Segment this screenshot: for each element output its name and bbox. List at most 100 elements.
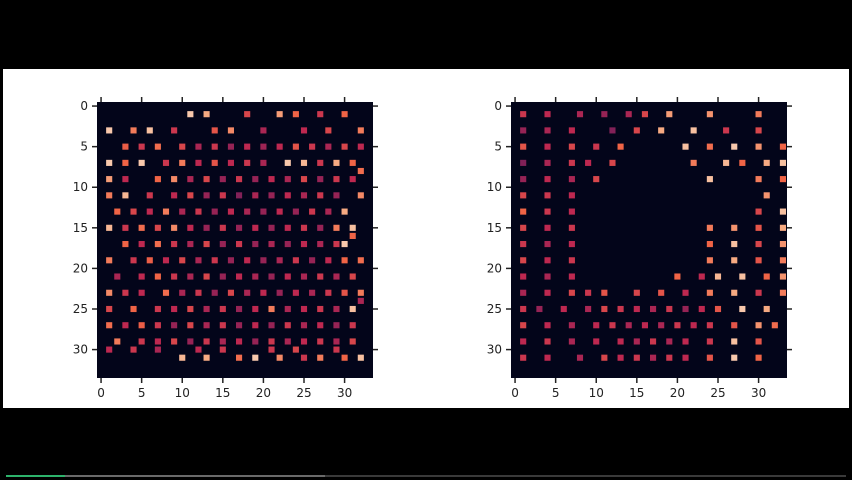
- heatmap-cell: [260, 257, 267, 264]
- heatmap-cell: [349, 232, 356, 239]
- heatmap-cell: [723, 127, 730, 134]
- heatmap-cell: [236, 305, 243, 313]
- heatmap-cell: [171, 305, 178, 313]
- heatmap-cell: [739, 273, 746, 280]
- heatmap-cell: [357, 354, 364, 361]
- heatmap-cell: [236, 273, 243, 280]
- heatmap-cell: [520, 224, 527, 231]
- heatmap-cell: [706, 322, 713, 329]
- heatmap-cell: [122, 143, 129, 150]
- heatmap-cell: [268, 273, 275, 280]
- y-tick-label: 25: [487, 302, 502, 316]
- heatmap-cell: [122, 224, 129, 231]
- heatmap-cell: [633, 289, 640, 296]
- heatmap-background: [97, 102, 373, 378]
- heatmap-cell: [268, 338, 275, 345]
- heatmap-cell: [219, 346, 226, 353]
- heatmap-cell: [779, 143, 786, 150]
- heatmap-cell: [544, 354, 551, 361]
- heatmap-cell: [333, 338, 340, 345]
- heatmap-cell: [625, 111, 632, 118]
- heatmap-cell: [520, 127, 527, 134]
- y-tick-label: 0: [494, 99, 502, 113]
- heatmap-cell: [171, 241, 178, 248]
- heatmap-cell: [520, 192, 527, 199]
- heatmap-cell: [585, 159, 592, 166]
- heatmap-cell: [706, 241, 713, 248]
- heatmap-cell: [763, 159, 770, 166]
- heatmap-cell: [625, 322, 632, 329]
- heatmap-cell: [779, 176, 786, 183]
- heatmap-cell: [309, 289, 316, 296]
- heatmap-cell: [544, 127, 551, 134]
- heatmap-cell: [252, 273, 259, 280]
- heatmap-cell: [236, 354, 243, 361]
- heatmap-cell: [154, 143, 161, 150]
- heatmap-cell: [658, 289, 665, 296]
- heatmap-cell: [593, 322, 600, 329]
- heatmap-cell: [292, 111, 299, 118]
- heatmap-cell: [617, 354, 624, 361]
- x-tick-label: 15: [215, 386, 230, 400]
- heatmap-cell: [203, 241, 210, 248]
- heatmap-cell: [154, 273, 161, 280]
- heatmap-cell: [284, 159, 291, 166]
- heatmap-cell: [300, 192, 308, 199]
- heatmap-cell: [731, 143, 738, 150]
- heatmap-cell: [300, 273, 308, 280]
- heatmap-cell: [731, 322, 738, 329]
- heatmap-cell: [771, 322, 778, 329]
- heatmap-cell: [154, 346, 161, 353]
- heatmap-cell: [682, 143, 689, 150]
- heatmap-cell: [219, 305, 226, 313]
- heatmap-cell: [731, 257, 738, 264]
- heatmap-cell: [641, 322, 648, 329]
- heatmap-cell: [341, 111, 348, 118]
- heatmap-cell: [333, 224, 340, 231]
- heatmap-cell: [568, 289, 575, 296]
- heatmap-cell: [601, 111, 608, 118]
- heatmap-cell: [333, 305, 340, 313]
- heatmap-cell: [236, 224, 243, 231]
- heatmap-cell: [219, 338, 226, 345]
- heatmap-cell: [146, 257, 153, 264]
- heatmap-cell: [723, 159, 730, 166]
- heatmap-cell: [284, 241, 291, 248]
- heatmap-cell: [106, 176, 113, 183]
- heatmap-cell: [227, 127, 234, 134]
- heatmap-cell: [317, 224, 324, 231]
- heatmap-cell: [179, 354, 186, 361]
- right-heatmap-panel: 0 5 10 15 20 25 30 0 5 10 15 20 25 30: [487, 97, 792, 400]
- heatmap-cell: [252, 241, 259, 248]
- heatmap-cell: [520, 241, 527, 248]
- heatmap-cell: [236, 192, 243, 199]
- heatmap-cell: [195, 159, 202, 166]
- y-tick-label: 15: [487, 221, 502, 235]
- heatmap-cell: [333, 346, 340, 353]
- heatmap-cell: [122, 289, 129, 296]
- heatmap-cell: [755, 127, 762, 134]
- heatmap-cell: [171, 273, 178, 280]
- heatmap-cell: [187, 111, 194, 118]
- heatmap-cell: [203, 322, 210, 329]
- heatmap-cell: [674, 322, 681, 329]
- progress-track[interactable]: [6, 475, 846, 477]
- heatmap-cell: [325, 257, 332, 264]
- heatmap-cell: [568, 241, 575, 248]
- heatmap-cell: [268, 224, 275, 231]
- heatmap-cell: [520, 143, 527, 150]
- heatmap-cell: [252, 338, 259, 345]
- heatmap-cell: [593, 143, 600, 150]
- video-frame[interactable]: 0 5 10 15 20 25 30 0 5 10 15 20 25 30 0 5 10 15 20 25 30 0 5 1…: [3, 69, 849, 408]
- heatmap-cell: [520, 338, 527, 345]
- heatmap-cell: [284, 192, 291, 199]
- y-tick-label: 20: [73, 261, 88, 275]
- x-tick-label: 25: [710, 386, 725, 400]
- heatmap-cell: [520, 208, 527, 215]
- heatmap-cell: [568, 273, 575, 280]
- heatmap-cell: [357, 257, 364, 264]
- heatmap-cell: [706, 176, 713, 183]
- heatmap-cell: [690, 322, 697, 329]
- heatmap-cell: [276, 111, 283, 118]
- heatmap-cell: [195, 143, 202, 150]
